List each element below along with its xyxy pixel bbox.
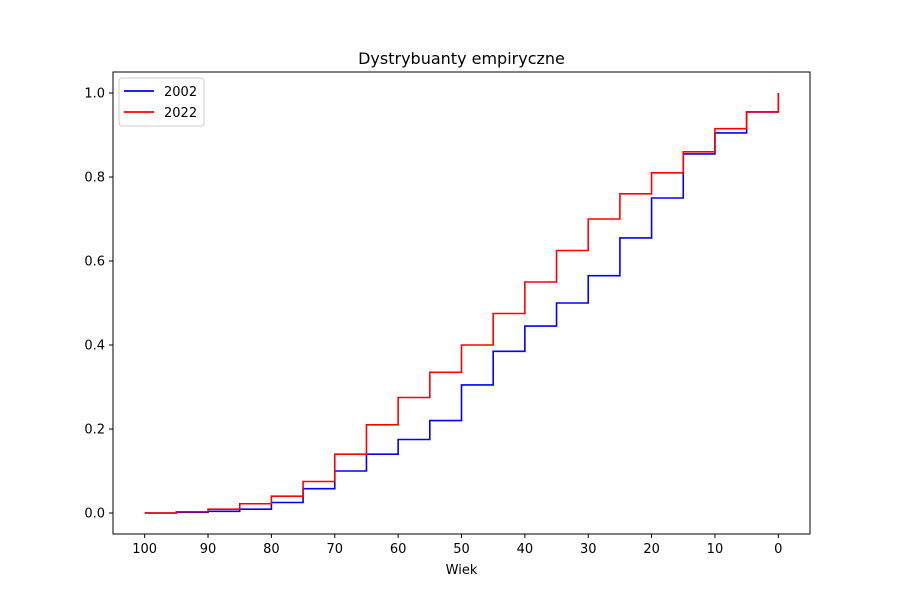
chart-title: Dystrybuanty empiryczne: [358, 49, 565, 68]
plot-area: [113, 72, 810, 534]
x-tick-label: 90: [200, 542, 217, 557]
y-axis: 0.0 0.2 0.4 0.6 0.8 1.0: [84, 87, 113, 522]
x-tick-label: 30: [580, 542, 597, 557]
x-axis-label: Wiek: [446, 563, 478, 578]
x-tick-label: 60: [390, 542, 407, 557]
legend: 2002 2022: [118, 77, 205, 127]
y-tick-label: 0.6: [84, 255, 105, 270]
x-tick-label: 0: [774, 542, 782, 557]
y-tick-label: 0.4: [84, 339, 105, 354]
y-tick-label: 1.0: [84, 87, 105, 102]
legend-label-2022: 2022: [164, 106, 197, 121]
series-line-2022: [144, 93, 780, 514]
x-axis: 100 90 80 70 60 50 40 30 20 10 0: [132, 534, 782, 557]
x-tick-label: 40: [517, 542, 534, 557]
x-tick-label: 10: [707, 542, 724, 557]
x-tick-label: 70: [326, 542, 343, 557]
legend-box: [118, 77, 205, 127]
legend-label-2002: 2002: [164, 85, 197, 100]
x-tick-label: 80: [263, 542, 280, 557]
x-tick-label: 100: [132, 542, 157, 557]
series-line-2002: [144, 93, 780, 514]
series-layer: [144, 93, 780, 514]
x-tick-label: 20: [643, 542, 660, 557]
y-tick-label: 0.8: [84, 171, 105, 186]
y-tick-label: 0.2: [84, 423, 105, 438]
y-tick-label: 0.0: [84, 507, 105, 522]
x-tick-label: 50: [453, 542, 470, 557]
